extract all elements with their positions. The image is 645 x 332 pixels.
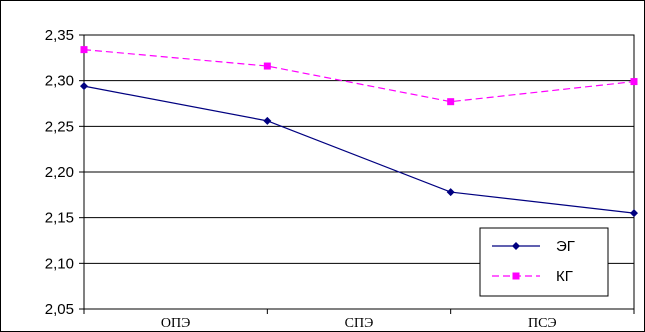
- legend-label: ЭГ: [556, 238, 575, 255]
- y-tick-label: 2,05: [45, 301, 74, 318]
- data-point: [446, 188, 455, 197]
- y-tick-label: 2,35: [45, 27, 74, 44]
- series-dashed: [80, 46, 638, 106]
- x-tick-label: ПСЭ: [528, 316, 557, 331]
- data-point: [512, 242, 520, 250]
- data-point: [512, 272, 520, 280]
- x-tick-label: ОПЭ: [161, 316, 190, 331]
- data-point: [80, 82, 88, 91]
- x-axis: ОПЭ СПЭ ПСЭ: [83, 309, 635, 331]
- x-tick-label: СПЭ: [345, 316, 374, 331]
- data-point: [447, 98, 455, 106]
- legend-box: [479, 227, 609, 297]
- series-line: [83, 85, 635, 214]
- y-axis: 2,05 2,10 2,15 2,20 2,25 2,30 2,35: [45, 27, 84, 318]
- legend-label: КГ: [556, 268, 573, 285]
- series-line: [83, 49, 635, 103]
- y-tick-label: 2,30: [45, 73, 74, 90]
- data-point: [630, 78, 638, 86]
- legend: ЭГ КГ: [479, 227, 609, 297]
- series-solid: [80, 82, 638, 218]
- data-point: [263, 62, 271, 70]
- y-tick-label: 2,15: [45, 210, 74, 227]
- data-point: [630, 209, 638, 218]
- y-tick-label: 2,10: [45, 255, 74, 272]
- y-tick-label: 2,25: [45, 118, 74, 135]
- data-point: [80, 46, 88, 54]
- data-point: [263, 116, 272, 125]
- series-group: [80, 46, 638, 218]
- y-tick-label: 2,20: [45, 164, 74, 181]
